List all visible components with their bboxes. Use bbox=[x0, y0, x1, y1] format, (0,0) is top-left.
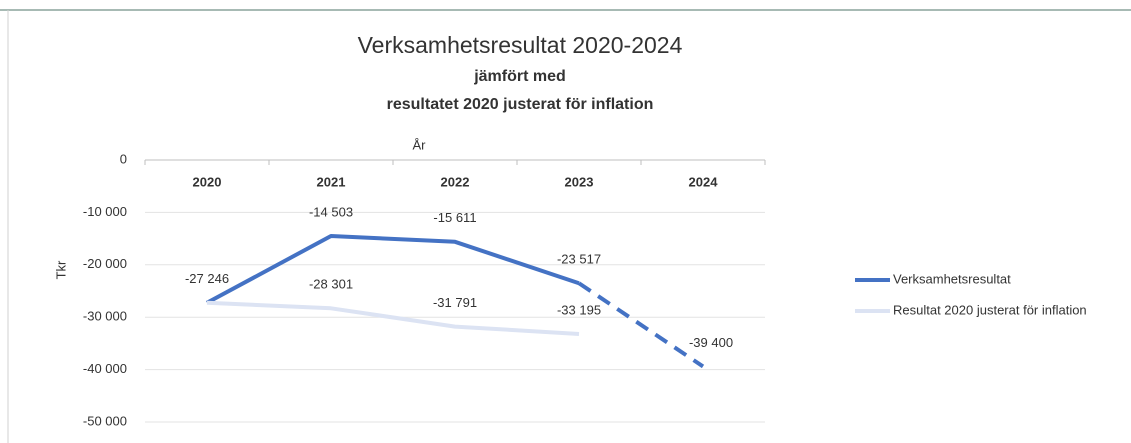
x-tick-label: 2020 bbox=[193, 174, 222, 189]
chart-title: Verksamhetsresultat 2020-2024 bbox=[358, 32, 683, 58]
series-line bbox=[206, 233, 580, 305]
data-label: -23 517 bbox=[557, 252, 601, 267]
y-tick-label: -30 000 bbox=[83, 309, 127, 324]
data-label: -15 611 bbox=[433, 210, 476, 225]
chart-subtitle: jämfört med bbox=[473, 68, 566, 85]
x-tick-label: 2022 bbox=[441, 174, 470, 189]
y-tick-label: 0 bbox=[120, 151, 127, 166]
data-label: -31 791 bbox=[433, 295, 477, 310]
data-label: -39 400 bbox=[689, 335, 733, 350]
y-tick-label: -10 000 bbox=[83, 204, 127, 219]
y-tick-label: -50 000 bbox=[83, 413, 127, 428]
chart-subtitle: resultatet 2020 justerat för inflation bbox=[387, 96, 654, 113]
legend-label: Resultat 2020 justerat för inflation bbox=[893, 302, 1087, 317]
x-axis-label: År bbox=[413, 137, 427, 152]
data-label: -27 246 bbox=[185, 271, 229, 286]
y-tick-label: -40 000 bbox=[83, 361, 127, 376]
y-axis-label: Tkr bbox=[53, 260, 68, 279]
x-tick-label: 2023 bbox=[565, 174, 594, 189]
legend-label: Verksamhetsresultat bbox=[893, 271, 1011, 286]
data-label: -14 503 bbox=[309, 204, 353, 219]
data-label: -28 301 bbox=[309, 277, 353, 292]
series-line bbox=[206, 300, 580, 336]
data-label: -33 195 bbox=[557, 302, 601, 317]
y-tick-label: -20 000 bbox=[83, 256, 127, 271]
series-line bbox=[577, 281, 705, 369]
x-tick-label: 2024 bbox=[689, 174, 719, 189]
x-tick-label: 2021 bbox=[317, 174, 346, 189]
